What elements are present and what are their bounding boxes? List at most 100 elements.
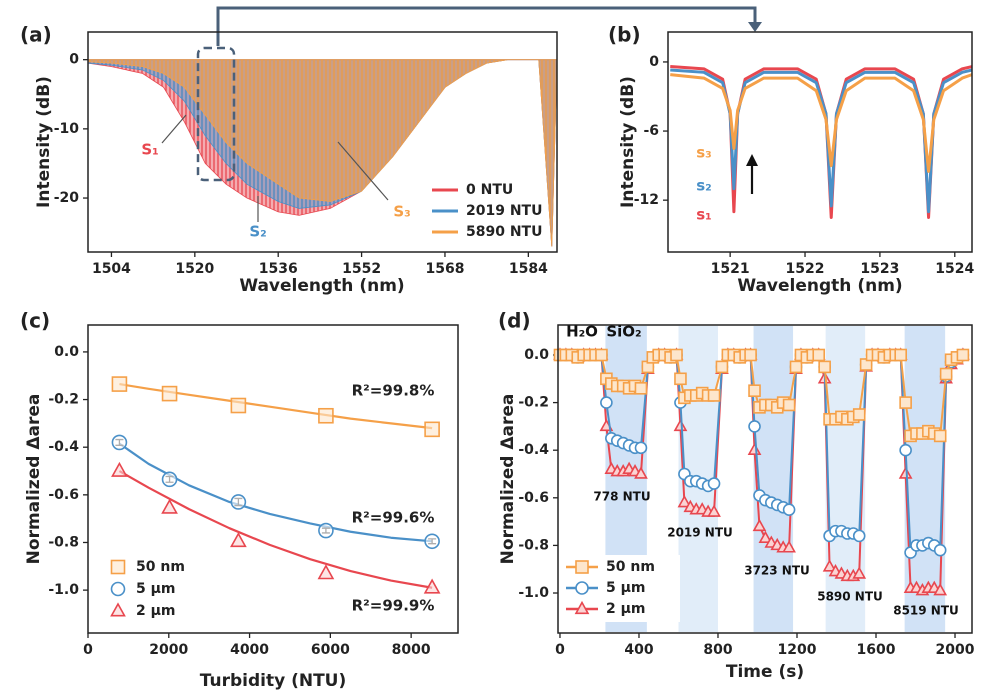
annotation: 778 NTU (593, 490, 650, 504)
band (753, 326, 794, 632)
marker (956, 348, 970, 362)
marker (674, 372, 687, 386)
marker (933, 429, 947, 443)
x-tick-label: 1523 (860, 261, 899, 277)
marker (424, 421, 440, 438)
marker (899, 396, 912, 409)
annotation: s₂ (696, 177, 712, 195)
marker (161, 385, 178, 402)
shift-arrow-head (746, 154, 758, 166)
y-tick-label: -0.8 (48, 534, 79, 550)
x-tick-label: 0 (83, 642, 93, 658)
marker (782, 540, 796, 553)
annotation: H₂O (566, 323, 598, 341)
marker (230, 397, 247, 414)
plot-frame (667, 31, 973, 253)
x-tick-label: 1584 (509, 261, 548, 277)
marker (110, 559, 126, 575)
marker (933, 543, 947, 557)
panel-label: (d) (498, 309, 531, 333)
marker (789, 360, 803, 374)
annotation: 8519 NTU (893, 604, 959, 618)
marker (852, 408, 866, 421)
annotation: s₁ (696, 206, 712, 224)
marker (161, 471, 178, 488)
y-tick-label: -10 (54, 121, 80, 137)
marker (748, 384, 761, 397)
y-tick-label: -12 (634, 192, 659, 208)
x-tick-label: 1552 (342, 261, 381, 277)
x-tick-label: 0 (555, 642, 565, 658)
marker (707, 504, 721, 517)
annotation: 3723 NTU (744, 564, 810, 578)
marker (758, 530, 773, 544)
x-tick-label: 1524 (935, 261, 974, 277)
x-tick-label: 1536 (259, 261, 298, 277)
annotation: 2019 NTU (667, 526, 733, 540)
x-tick-label: 1520 (175, 261, 214, 277)
marker (744, 348, 757, 362)
panel-label: (c) (20, 309, 50, 333)
y-tick-label: -0.4 (48, 439, 79, 455)
annotation: S₁ (141, 141, 158, 159)
marker (111, 461, 128, 477)
marker (673, 418, 688, 432)
marker (318, 522, 334, 539)
fit-curve (118, 442, 433, 543)
x-tick-label: 6000 (311, 642, 350, 658)
x-tick-label: 400 (624, 642, 653, 658)
annotation: R²=99.6% (352, 509, 435, 527)
marker (600, 396, 613, 409)
x-tick-label: 2000 (149, 642, 188, 658)
x-axis-label: Turbidity (NTU) (200, 671, 347, 691)
marker (634, 466, 648, 479)
y-tick-label: -1.0 (518, 585, 549, 601)
marker (110, 581, 126, 597)
plot-frame (87, 324, 459, 634)
marker (634, 441, 648, 455)
marker (782, 398, 796, 412)
zoom-box (196, 46, 236, 182)
marker (715, 360, 729, 374)
annotation: R²=99.8% (352, 382, 435, 400)
x-axis-label: Time (s) (726, 662, 804, 682)
marker (318, 407, 334, 424)
marker (752, 518, 767, 532)
band (904, 326, 946, 632)
x-tick-label: 1522 (786, 261, 825, 277)
x-tick-label: 8000 (392, 642, 431, 658)
marker (317, 564, 335, 580)
marker (424, 533, 440, 550)
legend-label: 50 nm (136, 559, 185, 575)
marker (230, 532, 247, 548)
panel-label: (a) (20, 23, 52, 47)
y-tick-label: 0.0 (524, 347, 549, 363)
pointer (161, 114, 389, 222)
x-tick-label: 1568 (425, 261, 464, 277)
marker (595, 348, 608, 362)
series-line (670, 68, 973, 214)
y-axis-label: Intensity (dB) (618, 76, 638, 208)
x-tick-label: 1521 (711, 261, 750, 277)
series-line (670, 73, 973, 173)
annotation: S₂ (249, 223, 266, 241)
band (825, 326, 866, 632)
marker (110, 602, 126, 617)
marker (707, 389, 721, 402)
y-tick-label: -0.4 (518, 442, 549, 458)
legend-label: 5 µm (606, 580, 646, 596)
y-tick-label: 0 (69, 52, 79, 68)
marker (575, 560, 589, 574)
legend-label: 0 NTU (466, 182, 513, 198)
marker (111, 376, 128, 392)
annotation: s₃ (696, 144, 712, 162)
marker (818, 360, 831, 374)
legend-label: 5890 NTU (466, 224, 542, 240)
annotation: 5890 NTU (817, 590, 883, 604)
marker (111, 434, 128, 451)
y-tick-label: -20 (54, 190, 80, 206)
x-tick-label: 1600 (857, 642, 896, 658)
marker (670, 348, 683, 362)
legend-label: 2019 NTU (466, 203, 542, 219)
